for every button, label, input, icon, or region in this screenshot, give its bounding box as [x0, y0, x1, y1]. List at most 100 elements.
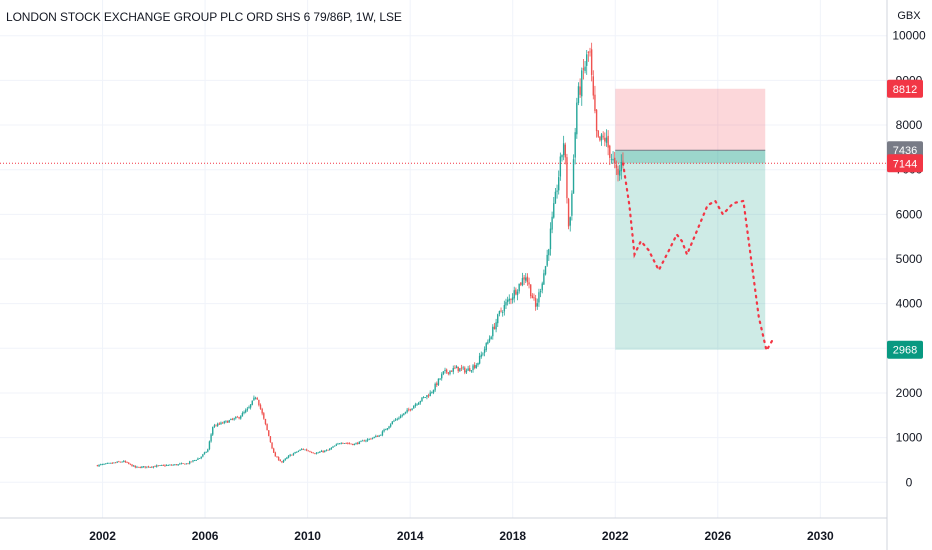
- candle-body: [274, 452, 277, 457]
- candle-body: [188, 461, 191, 464]
- candle-body: [106, 463, 109, 464]
- candle-body: [398, 418, 400, 419]
- candle-body: [131, 464, 133, 467]
- x-tick-label: 2018: [499, 529, 526, 543]
- candle-body: [477, 362, 479, 365]
- time-axis[interactable]: 2002 2006 2010 2014 2018 2022 2026 2030: [89, 529, 834, 543]
- candle-body: [464, 367, 466, 373]
- candle-body: [531, 295, 534, 299]
- candle-body: [330, 447, 333, 449]
- candle-body: [151, 466, 153, 468]
- stop-loss-zone[interactable]: [615, 88, 766, 151]
- candle-body: [569, 217, 571, 226]
- candle-body: [406, 409, 408, 413]
- candle-body: [386, 428, 389, 430]
- price-tag-label: 2968: [893, 345, 917, 357]
- candle-body: [281, 461, 283, 463]
- candle-body: [554, 191, 557, 204]
- candle-body: [177, 464, 179, 466]
- candle-body: [129, 463, 132, 465]
- price-axis[interactable]: 0100020003000400050006000700080009000100…: [892, 29, 926, 490]
- position-tool[interactable]: [0, 88, 887, 350]
- candle-body: [310, 451, 313, 453]
- candle-body: [284, 458, 286, 461]
- candle-body: [228, 420, 230, 423]
- candle-body: [401, 415, 403, 417]
- candle-body: [126, 462, 128, 464]
- candle-body: [380, 434, 382, 436]
- candle-body: [366, 439, 369, 441]
- candle-body: [159, 465, 161, 466]
- candle-body: [304, 449, 306, 451]
- candle-body: [421, 397, 423, 402]
- candle-body: [617, 168, 619, 175]
- take-profit-zone[interactable]: [615, 150, 766, 350]
- candle-body: [299, 449, 301, 451]
- price-tag-label: 7144: [893, 158, 917, 170]
- candle-body: [444, 369, 446, 371]
- candle-body: [236, 416, 239, 418]
- candle-body: [132, 465, 135, 467]
- candle-body: [100, 464, 102, 466]
- price-tag-bg: [887, 154, 923, 173]
- x-tick-label: 2006: [192, 529, 219, 543]
- candle-body: [445, 369, 448, 373]
- candle-body: [305, 449, 308, 451]
- candle-body: [249, 404, 252, 408]
- candle-body: [533, 297, 535, 299]
- x-tick-label: 2022: [602, 529, 629, 543]
- candle-body: [577, 86, 580, 103]
- candle-body: [498, 311, 501, 315]
- candle-body: [584, 66, 586, 71]
- candle-body: [582, 68, 585, 70]
- candle-body: [544, 266, 547, 275]
- candle-body: [111, 462, 113, 464]
- candle-body: [473, 364, 476, 368]
- candle-body: [317, 452, 319, 454]
- price-tag-label: 7436: [893, 145, 917, 157]
- candle-body: [124, 460, 127, 463]
- candle-body: [185, 463, 188, 465]
- candle-body: [436, 383, 438, 386]
- candle-body: [427, 395, 430, 397]
- candle-body: [162, 465, 165, 466]
- price-tag: 8812: [887, 79, 923, 98]
- candle-body: [241, 413, 244, 417]
- candle-body: [551, 216, 553, 230]
- candle-body: [394, 419, 397, 421]
- candle-body: [174, 464, 176, 466]
- candle-body: [230, 418, 232, 421]
- candle-body: [170, 464, 173, 466]
- candle-body: [525, 277, 527, 281]
- candle-body: [546, 254, 548, 266]
- candle-body: [315, 452, 318, 454]
- candle-body: [314, 453, 316, 455]
- candle-body: [556, 190, 558, 192]
- candle-body: [312, 452, 314, 454]
- candle-body: [113, 462, 115, 464]
- candle-body: [358, 441, 361, 445]
- candle-body: [296, 451, 298, 453]
- candle-body: [119, 461, 122, 463]
- x-tick-label: 2014: [397, 529, 424, 543]
- candle-body: [571, 193, 573, 216]
- candle-body: [223, 421, 225, 424]
- candle-body: [327, 449, 329, 451]
- candle-body: [385, 429, 387, 431]
- candle-body: [439, 378, 441, 380]
- candle-body: [549, 228, 552, 250]
- candle-body: [469, 368, 471, 372]
- candle-body: [264, 418, 267, 425]
- price-tag: 2968: [887, 340, 923, 359]
- candle-body: [121, 461, 123, 463]
- candle-body: [501, 312, 504, 313]
- candle-body: [480, 354, 482, 357]
- grid-lines: [0, 0, 887, 518]
- candle-body: [226, 421, 229, 423]
- candle-body: [487, 341, 489, 344]
- candle-body: [488, 338, 491, 342]
- candle-body: [149, 466, 151, 468]
- candle-body: [462, 367, 464, 369]
- candle-body: [615, 164, 618, 168]
